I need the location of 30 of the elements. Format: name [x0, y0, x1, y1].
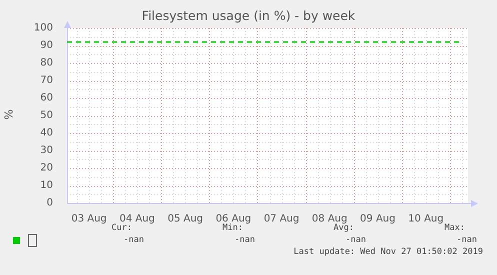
text: -nan [456, 235, 477, 245]
x-tick-label: 07 Aug [264, 214, 300, 225]
text: Avg: [334, 223, 354, 233]
x-tick-label: 10 Aug [408, 214, 444, 225]
y-axis-title: % [2, 109, 16, 120]
y-tick-label: 0 [46, 198, 53, 209]
y-tick-label: 90 [40, 40, 53, 52]
y-tick-label: 50 [40, 110, 53, 122]
x-tick-label: 09 Aug [360, 214, 396, 225]
text: Min: [222, 223, 243, 233]
text: -nan [346, 235, 366, 245]
x-tick-label: 03 Aug [71, 214, 107, 225]
text: -nan [234, 235, 255, 245]
y-tick-label: 40 [40, 128, 53, 139]
text: -nan [124, 235, 144, 245]
x-tick-label: 08 Aug [312, 214, 348, 225]
y-tick-label: 10 [40, 180, 53, 192]
x-tick-label: 06 Aug [216, 214, 252, 225]
x-tick-label: 04 Aug [119, 214, 155, 225]
y-tick-label: 80 [40, 58, 53, 69]
y-tick-label: 20 [40, 162, 53, 174]
text: Cur: [112, 223, 132, 233]
x-tick-label: 05 Aug [168, 214, 204, 225]
y-tick-label: 30 [40, 145, 53, 156]
text: Max: [444, 223, 465, 233]
text: Last update: Wed Nov 27 01:50:02 2019 [294, 247, 483, 257]
y-tick-label: 60 [40, 92, 53, 104]
y-tick-label: 70 [40, 75, 53, 86]
y-tick-label: 100 [34, 22, 53, 34]
chart-title: Filesystem usage (in %) - by week [140, 8, 356, 23]
